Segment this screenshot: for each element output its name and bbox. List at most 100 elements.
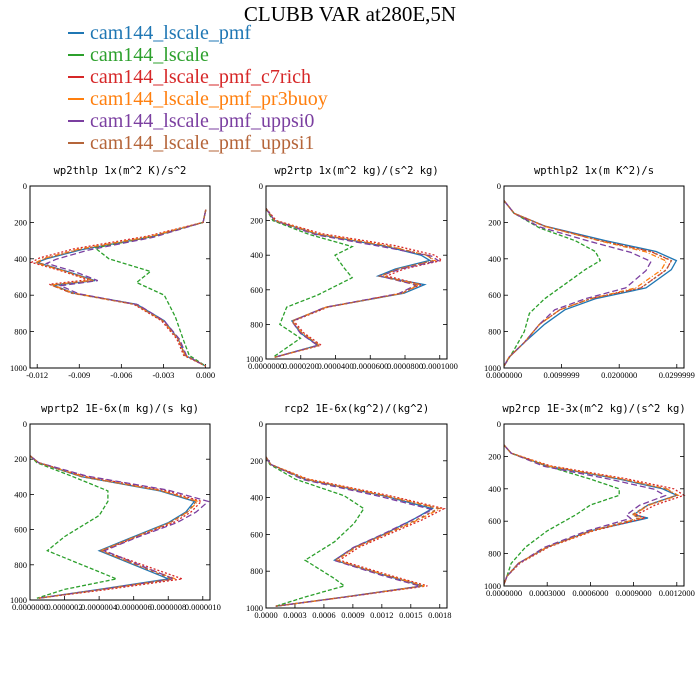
x-tick-label: 0.0000004	[81, 602, 118, 612]
y-tick-label: 400	[250, 493, 263, 503]
x-tick-label: 0.0000400	[317, 361, 353, 371]
series-line	[503, 200, 668, 367]
x-tick-label: 0.0000	[254, 610, 277, 620]
subplot-title: wpthlp2 1x(m K^2)/s	[534, 165, 654, 177]
plot-frame	[29, 185, 211, 369]
legend-label: cam144_lscale_pmf_uppsi1	[90, 132, 315, 154]
y-tick-label: 800	[14, 327, 27, 337]
y-tick-label: 0	[23, 419, 27, 429]
x-tick-label: -0.003	[152, 370, 174, 380]
series-line	[265, 208, 444, 358]
series-line	[29, 455, 203, 599]
y-tick-label: 600	[14, 290, 27, 300]
y-tick-label: 1000	[246, 603, 263, 613]
subplot: wp2thlp 1x(m^2 K)/s^202004006008001000-0…	[10, 165, 215, 380]
y-tick-label: 200	[250, 216, 263, 226]
legend-label: cam144_lscale_pmf_pr3buoy	[90, 88, 328, 110]
legend-label: cam144_lscale	[90, 44, 209, 66]
y-tick-label: 600	[488, 290, 501, 300]
series-line	[503, 200, 602, 367]
y-tick-label: 1000	[246, 354, 263, 364]
plot-frame	[265, 423, 448, 609]
y-tick-label: 0	[259, 181, 263, 191]
x-tick-label: 0.0015	[399, 610, 422, 620]
x-tick-label: 0.0000000	[12, 602, 48, 612]
series-line	[503, 444, 620, 585]
y-tick-label: 600	[250, 285, 263, 295]
series-line	[29, 455, 198, 599]
subplot: wp2rcp 1E-3x(m^2 kg)/(s^2 kg)0 200 400 600 8…	[484, 403, 695, 598]
y-tick-label: 200	[250, 456, 263, 466]
subplot-title: wprtp2 1E-6x(m kg)/(s kg)	[41, 403, 199, 415]
x-tick-label: 0.0000002	[46, 602, 82, 612]
x-tick-label: 0.0009000	[616, 588, 652, 598]
x-tick-label: 0.0006	[312, 610, 335, 620]
x-tick-label: 0.0000010	[185, 602, 221, 612]
x-tick-label: 0.0012	[370, 610, 393, 620]
x-tick-label: 0.000	[196, 370, 215, 380]
subplot-title: wp2thlp 1x(m^2 K)/s^2	[54, 165, 187, 177]
x-tick-label: 0.0000800	[387, 361, 423, 371]
y-tick-label: 0	[497, 181, 501, 191]
series-line	[29, 455, 200, 599]
series-line	[503, 444, 679, 585]
x-tick-label: 0.0000006	[116, 602, 152, 612]
plot-frame	[503, 185, 685, 369]
series-line	[29, 455, 210, 599]
x-tick-label: 0.0000600	[352, 361, 388, 371]
x-tick-label: 0.0003	[283, 610, 306, 620]
series-line	[503, 444, 679, 585]
y-tick-label: 400	[488, 254, 501, 264]
x-tick-label: 0.0000200	[283, 361, 319, 371]
subplot: rcp2 1E-6x(kg^2)/(kg^2) 0 200 400 600 800 1000…	[246, 403, 451, 620]
y-tick-label: 200	[488, 217, 501, 227]
legend-swatch	[68, 54, 84, 56]
x-tick-label: 0.0099999	[544, 370, 580, 380]
series-line	[29, 209, 207, 367]
series-line	[44, 209, 207, 367]
x-tick-label: 0.0006000	[572, 588, 608, 598]
series-line	[265, 208, 435, 358]
series-line	[503, 444, 667, 585]
subplot-title: wp2rcp 1E-3x(m^2 kg)/(s^2 kg)	[502, 403, 685, 415]
legend-swatch	[68, 142, 84, 144]
y-tick-label: 800	[250, 319, 263, 329]
y-tick-label: 800	[14, 560, 27, 570]
series-line	[265, 456, 446, 607]
y-tick-label: 600	[14, 525, 27, 535]
y-tick-label: 200	[14, 217, 27, 227]
series-line	[265, 456, 435, 607]
x-tick-label: 0.0000000	[248, 361, 284, 371]
subplot: wpthlp2 1x(m K^2)/s020040060080010000.00…	[484, 165, 695, 380]
subplot: wp2rtp 1x(m^2 kg)/(s^2 kg) 0 200 400 600 800 1…	[246, 165, 458, 371]
legend-label: cam144_lscale_pmf	[90, 22, 252, 44]
series-line	[265, 208, 354, 358]
y-tick-label: 0	[23, 181, 27, 191]
y-tick-label: 600	[250, 529, 263, 539]
y-tick-label: 400	[488, 484, 501, 494]
x-tick-label: 0.0000008	[150, 602, 186, 612]
x-tick-label: 0.0000000	[486, 370, 522, 380]
series-line	[265, 456, 441, 607]
x-tick-label: -0.012	[26, 370, 48, 380]
series-line	[503, 444, 686, 585]
legend-swatch	[68, 120, 84, 122]
y-tick-label: 1000	[10, 595, 27, 605]
figure-title: CLUBB VAR at280E,5N	[243, 2, 457, 26]
y-tick-label: 400	[14, 254, 27, 264]
series-line	[503, 200, 673, 367]
plot-frame	[503, 423, 685, 587]
x-tick-label: 0.0003000	[529, 588, 565, 598]
legend-swatch	[68, 76, 84, 78]
y-tick-label: 200	[14, 454, 27, 464]
y-tick-label: 1000	[484, 581, 501, 591]
series-line	[265, 456, 435, 607]
y-tick-label: 600	[488, 516, 501, 526]
series-line	[503, 200, 678, 367]
x-tick-label: 0.0299999	[659, 370, 695, 380]
series-line	[265, 456, 365, 607]
y-tick-label: 1000	[10, 363, 27, 373]
y-tick-label: 800	[488, 327, 501, 337]
x-tick-label: -0.006	[110, 370, 132, 380]
